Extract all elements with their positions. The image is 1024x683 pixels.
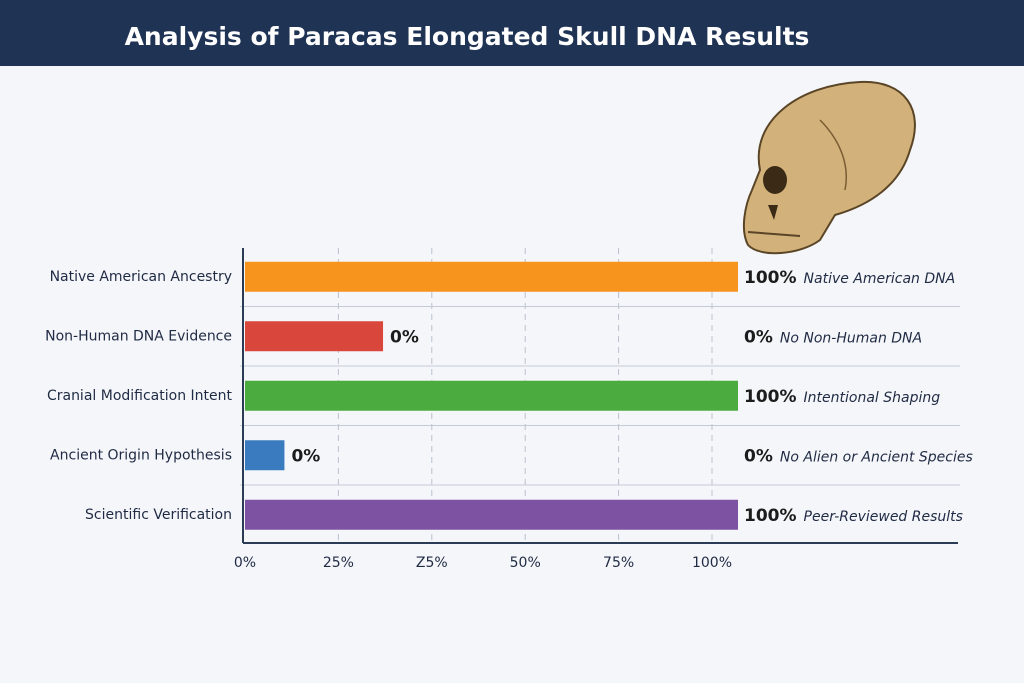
bar <box>245 380 738 411</box>
category-label: Non-Human DNA Evidence <box>45 328 232 344</box>
bar <box>245 321 384 352</box>
annotation-value: 100% <box>744 387 797 407</box>
chart-title: Analysis of Paracas Elongated Skull DNA … <box>125 22 810 51</box>
skull-illustration <box>742 80 916 255</box>
category-label: Ancient Origin Hypothesis <box>50 447 232 463</box>
bar <box>245 440 285 471</box>
header-bar <box>0 0 1024 66</box>
x-tick-label: 100% <box>692 555 732 571</box>
annotation-value: 100% <box>744 506 797 526</box>
annotation-text: Peer-Reviewed Results <box>804 509 963 525</box>
category-label: Scientific Verification <box>85 507 232 523</box>
bar-label: 0% <box>390 327 419 347</box>
bar <box>245 261 738 292</box>
bar-label: 0% <box>291 446 320 466</box>
annotation-text: No Non-Human DNA <box>780 330 922 346</box>
x-tick-label: 75% <box>603 555 634 571</box>
x-tick-label: 0% <box>234 555 256 571</box>
x-tick-label: Z5% <box>416 555 448 571</box>
annotation-value: 100% <box>744 268 797 288</box>
bar <box>245 499 738 530</box>
annotation-text: Intentional Shaping <box>804 390 941 406</box>
x-tick-label: 50% <box>510 555 541 571</box>
category-label: Cranial Modification Intent <box>47 388 233 404</box>
annotation-value: 0% <box>744 446 773 466</box>
category-label: Native American Ancestry <box>50 269 232 285</box>
annotation-value: 0% <box>744 327 773 347</box>
x-tick-label: 25% <box>323 555 354 571</box>
annotation-text: No Alien or Ancient Species <box>780 449 973 465</box>
annotation-text: Native American DNA <box>804 271 956 287</box>
